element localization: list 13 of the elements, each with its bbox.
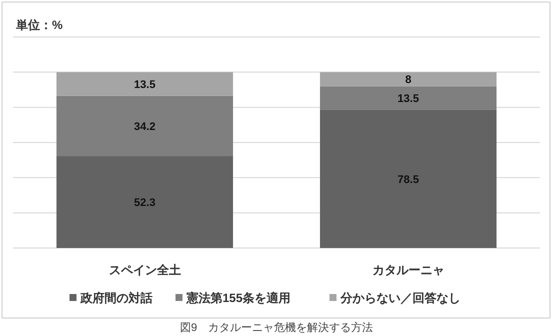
data-label: 52.3 (134, 197, 156, 210)
data-label: 13.5 (134, 79, 156, 92)
annotation: 図9 カタルーニャ危機を解決する方法 (180, 322, 374, 334)
data-label: 78.5 (398, 174, 419, 186)
legend: 憲法第155条を適用 (186, 291, 291, 305)
title: 単位：% (16, 18, 63, 32)
legend: 政府間の対話 (80, 291, 152, 305)
legend: 分からない／回答なし (340, 291, 460, 305)
x-tick-label: スペイン全土 (108, 263, 181, 277)
data-label: 13.5 (398, 93, 419, 106)
data-label: 8 (405, 74, 412, 86)
x-tick-label: カタルーニャ (372, 263, 444, 277)
data-label: 34.2 (134, 120, 156, 133)
